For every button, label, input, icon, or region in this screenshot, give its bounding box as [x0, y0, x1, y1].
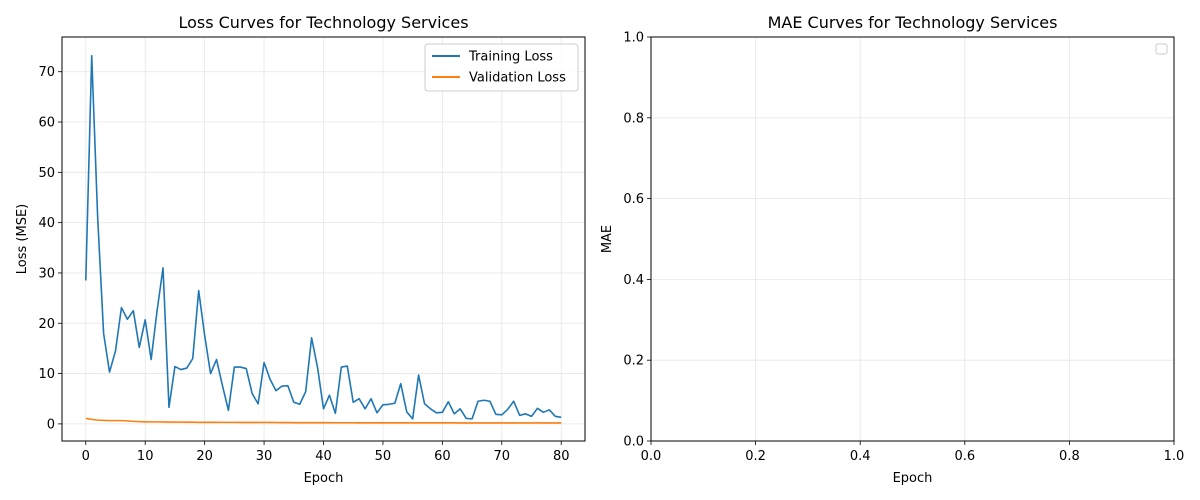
- loss-grid: [62, 37, 585, 441]
- loss-x-ticks: 0 10 20 30 40 50 60 70 80: [82, 441, 570, 464]
- loss-y-tick-label: 40: [38, 216, 55, 231]
- loss-x-tick-label: 80: [553, 449, 570, 464]
- loss-y-tick-label: 0: [47, 417, 55, 432]
- mae-y-tick-label: 0.8: [623, 111, 644, 126]
- loss-y-tick-label: 60: [38, 116, 55, 131]
- loss-x-tick-label: 60: [434, 449, 451, 464]
- mae-y-ticks: 0.0 0.2 0.4 0.6 0.8 1.0: [623, 31, 651, 450]
- mae-x-tick-label: 0.8: [1059, 449, 1080, 464]
- loss-x-axis-label: Epoch: [304, 471, 344, 486]
- loss-series-layer: [84, 54, 562, 424]
- mae-x-tick-label: 0.4: [850, 449, 871, 464]
- loss-y-axis-label: Loss (MSE): [15, 204, 30, 274]
- series-line-training-loss: [84, 54, 562, 420]
- legend-label-training-loss: Training Loss: [468, 50, 553, 65]
- loss-y-tick-label: 30: [38, 266, 55, 281]
- mae-x-ticks: 0.0 0.2 0.4 0.6 0.8 1.0: [641, 441, 1185, 464]
- mae-y-axis-label: MAE: [600, 225, 615, 253]
- mae-x-tick-label: 0.2: [745, 449, 766, 464]
- loss-y-ticks: 0 10 20 30 40 50 60 70: [38, 65, 62, 432]
- loss-x-tick-label: 50: [375, 449, 392, 464]
- loss-chart: 0 10 20 30 40 50 60 70 80 0 10 20 30 40 50 60 70 Loss C…: [15, 13, 586, 486]
- mae-x-tick-label: 0.6: [954, 449, 975, 464]
- loss-y-tick-label: 10: [38, 367, 55, 382]
- loss-y-tick-label: 20: [38, 317, 55, 332]
- mae-x-tick-label: 1.0: [1164, 449, 1185, 464]
- loss-x-tick-label: 10: [137, 449, 154, 464]
- mae-x-tick-label: 0.0: [641, 449, 662, 464]
- loss-y-tick-label: 70: [38, 65, 55, 80]
- mae-chart: 0.0 0.2 0.4 0.6 0.8 1.0 0.0 0.2 0.4 0.6 0.8 1.0 MA…: [600, 13, 1184, 486]
- mae-y-tick-label: 0.2: [623, 354, 644, 369]
- loss-x-tick-label: 0: [82, 449, 90, 464]
- loss-x-tick-label: 40: [315, 449, 332, 464]
- mae-grid: [650, 36, 1175, 442]
- loss-x-tick-label: 70: [494, 449, 511, 464]
- loss-legend-box: [424, 43, 579, 92]
- mae-y-tick-label: 1.0: [623, 31, 644, 46]
- loss-x-tick-label: 20: [196, 449, 213, 464]
- series-line-validation-loss: [85, 417, 562, 424]
- loss-y-tick-label: 50: [38, 166, 55, 181]
- mae-chart-title: MAE Curves for Technology Services: [768, 13, 1058, 32]
- loss-x-tick-label: 30: [256, 449, 273, 464]
- mae-y-tick-label: 0.0: [623, 435, 644, 450]
- loss-legend: Training Loss Validation Loss: [424, 43, 579, 92]
- mae-y-tick-label: 0.6: [623, 192, 644, 207]
- loss-chart-title: Loss Curves for Technology Services: [178, 13, 468, 32]
- legend-label-validation-loss: Validation Loss: [469, 71, 566, 86]
- mae-x-axis-label: Epoch: [893, 471, 933, 486]
- mae-y-tick-label: 0.4: [623, 273, 644, 288]
- mae-axes-frame: [650, 36, 1175, 442]
- mae-legend-box: [1155, 43, 1168, 55]
